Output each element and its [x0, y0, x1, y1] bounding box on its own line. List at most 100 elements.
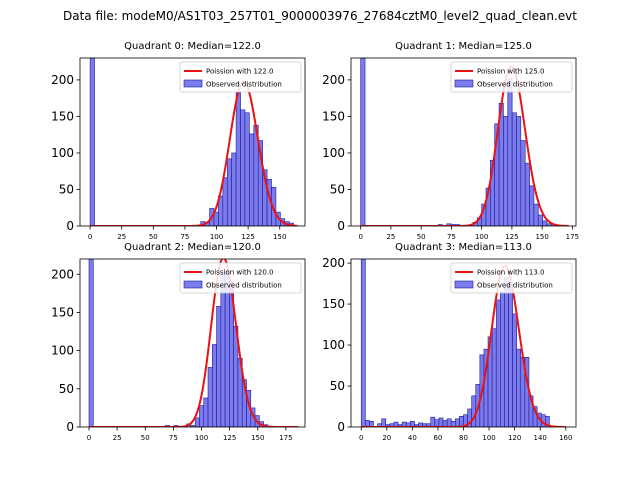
histogram-bar [533, 203, 539, 226]
histogram-bar [199, 405, 205, 427]
x-tick-label: 125 [223, 434, 236, 442]
x-tick-label: 175 [566, 233, 579, 241]
legend-box [179, 262, 302, 294]
y-tick-label: 100 [51, 344, 74, 358]
histogram-bar [224, 270, 230, 427]
histogram-bar [529, 185, 535, 226]
x-tick-label: 80 [459, 434, 468, 442]
axes-frame [79, 57, 306, 227]
histogram-bar [203, 397, 209, 427]
legend-box [450, 262, 573, 294]
quadrant-2-title: Quadrant 2: Median=120.0 [124, 242, 261, 253]
histogram-bar [381, 418, 387, 427]
histogram-bar [434, 419, 440, 427]
histogram-bar [369, 420, 374, 427]
histogram-bar [249, 133, 255, 226]
quadrant-1-title: Quadrant 1: Median=125.0 [395, 41, 532, 52]
histogram-bar [520, 140, 526, 226]
poisson-curve [361, 264, 566, 427]
x-tick-label: 25 [386, 233, 395, 241]
histogram-bar [231, 152, 237, 226]
histogram-bar [516, 348, 522, 427]
x-tick-label: 0 [87, 434, 91, 442]
x-tick-label: 0 [88, 233, 92, 241]
histogram-bar [244, 112, 250, 226]
legend-label-poisson: Poission with 125.0 [477, 68, 545, 76]
histogram-bar [194, 417, 200, 427]
histogram-bar [240, 109, 246, 226]
histogram-bar [360, 259, 366, 427]
poisson-curve [89, 259, 299, 427]
x-tick-label: 150 [535, 233, 548, 241]
x-tick-label: 40 [408, 434, 417, 442]
histogram-bar [500, 291, 505, 427]
x-tick-label: 140 [534, 434, 547, 442]
axes-frame [79, 258, 306, 428]
quadrant-2-panel: Quadrant 2: Median=120.0 0 25 50 75 100 125 150… [51, 242, 306, 442]
x-tick-label: 20 [382, 434, 391, 442]
y-tick-label: 50 [59, 382, 74, 396]
quadrant-3-title: Quadrant 3: Median=113.0 [395, 242, 532, 253]
x-tick-label: 60 [433, 434, 442, 442]
x-tick-label: 120 [508, 434, 521, 442]
x-tick-label: 175 [279, 434, 292, 442]
legend-bar-swatch [183, 79, 203, 88]
histogram-bar [360, 58, 366, 226]
legend: Poission with 125.0 Observed distribution [450, 61, 573, 93]
histogram-bars [360, 58, 556, 226]
histogram-bar [88, 259, 94, 427]
histogram-bar [524, 162, 530, 226]
y-tick-label: 0 [66, 420, 74, 434]
y-tick-label: 200 [51, 267, 74, 281]
x-tick-label: 150 [273, 233, 286, 241]
histogram-bar [503, 116, 509, 226]
legend-label-observed: Observed distribution [477, 282, 553, 290]
y-tick-label: 0 [337, 219, 345, 233]
quadrant-1-panel: Quadrant 1: Median=125.0 0 25 50 75 100 125 150… [322, 41, 579, 241]
histogram-bar [508, 282, 513, 427]
y-tick-label: 0 [337, 420, 345, 434]
legend-label-observed: Observed distribution [206, 81, 282, 89]
x-tick-label: 100 [210, 233, 223, 241]
legend-bar-swatch [183, 280, 203, 289]
y-tick-label: 100 [322, 146, 345, 160]
legend-bar-swatch [454, 280, 474, 289]
quadrant-0-panel: Quadrant 0: Median=122.0 0 25 50 75 100 125 150… [51, 41, 306, 241]
legend-bar-swatch [454, 79, 474, 88]
legend-box [179, 61, 302, 93]
histogram-bar [495, 299, 501, 427]
quadrant-3-panel: Quadrant 3: Median=113.0 0 20 40 60 80 100 120 1… [322, 242, 577, 442]
histogram-bar [410, 420, 415, 427]
x-tick-label: 125 [241, 233, 254, 241]
x-tick-label: 25 [113, 434, 122, 442]
histogram-bar [516, 116, 522, 226]
legend: Poission with 122.0 Observed distribution [179, 61, 302, 93]
histogram-bar [507, 78, 513, 226]
x-tick-label: 0 [358, 233, 362, 241]
histogram-bar [235, 92, 241, 226]
histogram-bars [360, 259, 550, 427]
y-tick-label: 150 [51, 305, 74, 319]
y-tick-label: 150 [51, 109, 74, 123]
histogram-bar [226, 158, 232, 226]
legend-label-poisson: Poission with 113.0 [477, 269, 545, 277]
x-tick-label: 125 [505, 233, 518, 241]
y-tick-label: 150 [322, 297, 345, 311]
legend: Poission with 120.0 Observed distribution [179, 262, 302, 294]
x-tick-label: 50 [417, 233, 426, 241]
y-tick-label: 100 [51, 146, 74, 160]
quadrant-0-title: Quadrant 0: Median=122.0 [124, 41, 261, 52]
histogram-bar [222, 177, 228, 226]
histogram-bar [430, 416, 436, 427]
figure-title: Data file: modeM0/AS1T03_257T01_90000039… [63, 9, 577, 23]
axes-frame [350, 57, 577, 227]
histogram-bar [512, 313, 517, 427]
x-tick-label: 75 [447, 233, 456, 241]
histogram-bar [504, 277, 509, 427]
y-tick-label: 50 [330, 379, 345, 393]
x-tick-label: 160 [559, 434, 572, 442]
x-tick-label: 50 [149, 233, 158, 241]
histogram-bar [545, 416, 550, 427]
histogram-bar [446, 418, 452, 427]
x-tick-label: 0 [359, 434, 363, 442]
